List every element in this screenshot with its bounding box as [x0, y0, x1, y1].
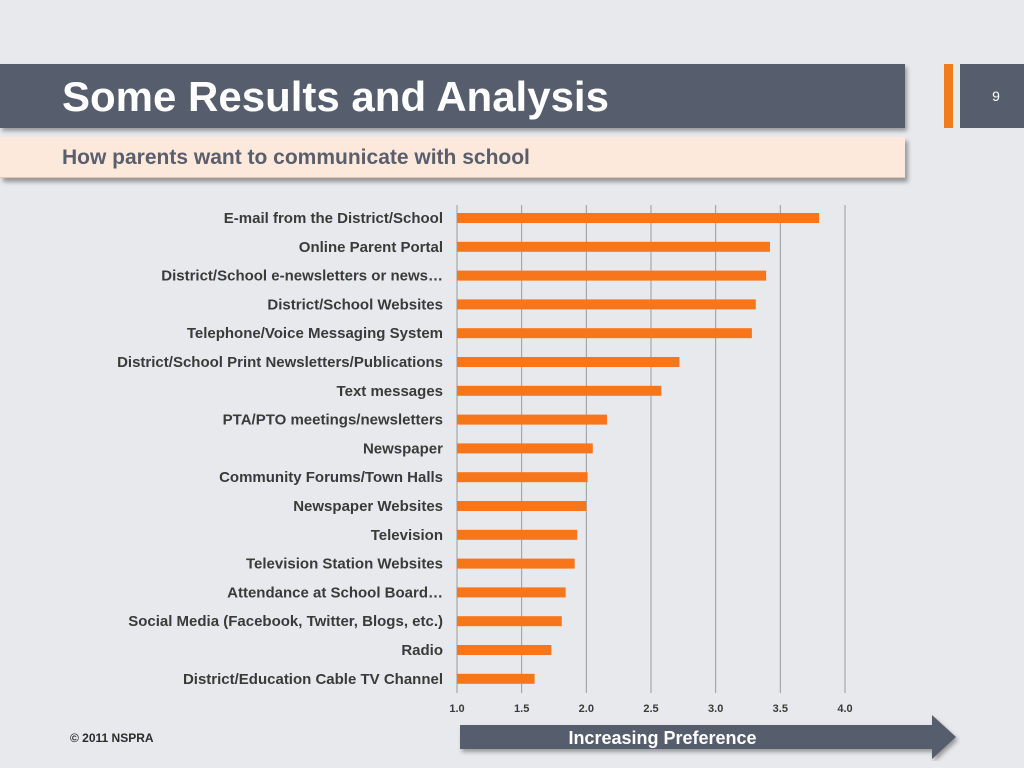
category-label: Online Parent Portal	[299, 239, 443, 256]
slide-title: Some Results and Analysis	[62, 73, 609, 120]
category-label: Television	[371, 527, 443, 544]
bar	[457, 213, 820, 223]
chart-x-ticks: 1.0 1.5 2.0 2.5 3.0 3.5 4.0	[449, 703, 852, 715]
category-label: Radio	[401, 642, 443, 659]
category-label: Telephone/Voice Messaging System	[187, 325, 443, 342]
category-label: PTA/PTO meetings/newsletters	[223, 412, 443, 429]
category-label: Social Media (Facebook, Twitter, Blogs, …	[128, 613, 443, 630]
chart-category-labels: E-mail from the District/School Online Pa…	[117, 210, 443, 688]
bar	[457, 645, 552, 655]
x-tick-label: 1.0	[449, 703, 464, 715]
page-number-box	[960, 64, 1024, 128]
accent-bar	[944, 64, 953, 128]
category-label: Newspaper Websites	[293, 498, 443, 515]
x-tick-label: 3.0	[708, 703, 723, 715]
bar	[457, 241, 770, 252]
category-label: Text messages	[337, 383, 443, 400]
title-band	[0, 64, 905, 128]
bar	[457, 558, 575, 569]
bar	[457, 443, 593, 454]
bar	[457, 472, 588, 483]
bar	[457, 385, 662, 396]
arrow-right-icon	[460, 715, 956, 759]
arrow-label: Increasing Preference	[568, 728, 757, 748]
copyright-footer: © 2011 NSPRA	[70, 731, 154, 745]
category-label: Community Forums/Town Halls	[219, 469, 443, 486]
category-label: District/School e-newsletters or news…	[161, 268, 443, 285]
page-number: 9	[992, 88, 1000, 104]
category-label: District/Education Cable TV Channel	[183, 671, 443, 688]
x-tick-label: 1.5	[514, 703, 529, 715]
bar	[457, 587, 566, 598]
x-tick-label: 3.5	[773, 703, 788, 715]
category-label: Television Station Websites	[246, 556, 443, 573]
bar	[457, 501, 587, 511]
bar	[457, 673, 535, 684]
x-tick-label: 2.5	[643, 703, 658, 715]
bar	[457, 270, 767, 281]
bar	[457, 414, 608, 425]
category-label: E-mail from the District/School	[224, 210, 443, 227]
category-label: Attendance at School Board…	[227, 584, 443, 601]
bar	[457, 328, 752, 339]
category-label: District/School Print Newsletters/Public…	[117, 354, 443, 371]
slide-subtitle: How parents want to communicate with sch…	[62, 146, 530, 169]
subtitle-band	[0, 137, 905, 178]
bar	[457, 299, 756, 310]
x-tick-label: 4.0	[837, 703, 852, 715]
x-tick-label: 2.0	[579, 703, 594, 715]
chart-bars	[457, 213, 820, 684]
bar	[457, 357, 680, 367]
bar	[457, 529, 578, 540]
category-label: Newspaper	[363, 440, 443, 457]
bar	[457, 616, 562, 627]
category-label: District/School Websites	[267, 296, 443, 313]
